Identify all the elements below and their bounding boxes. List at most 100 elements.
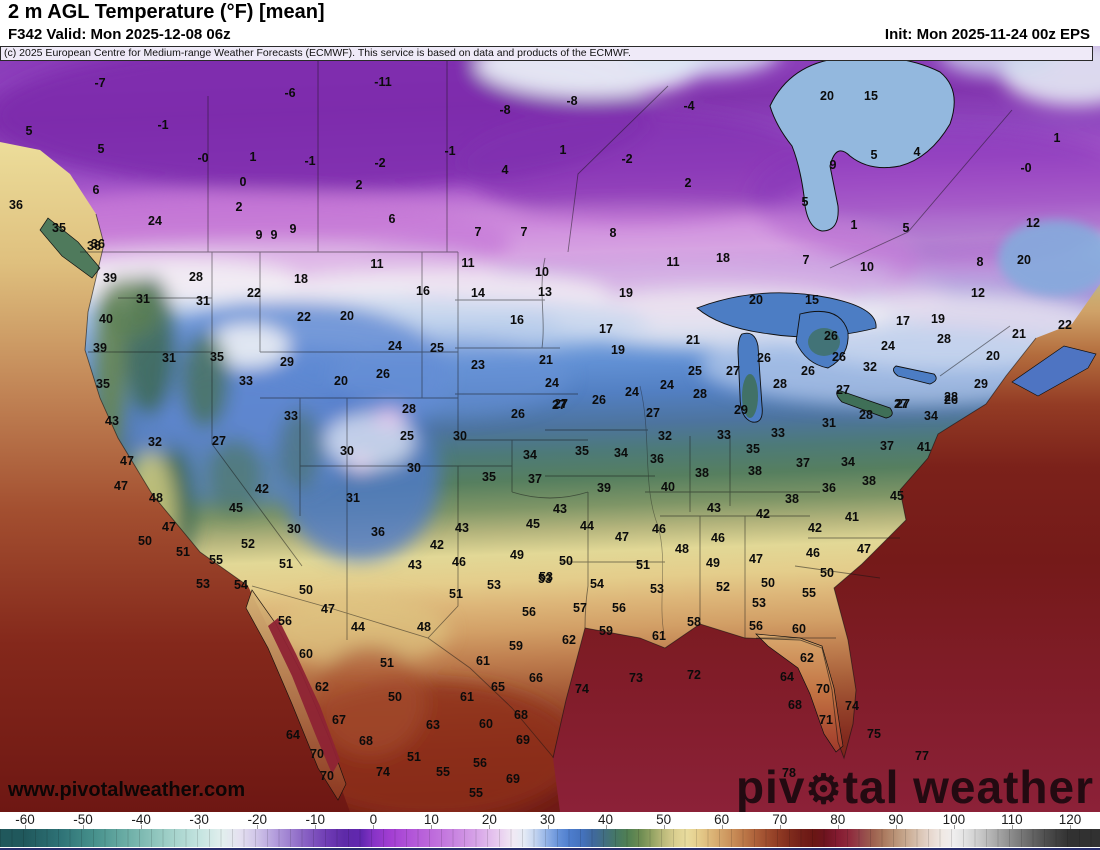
temp-label: 51 xyxy=(636,557,650,572)
colorbar-tick-mark xyxy=(373,825,375,829)
temp-label: 37 xyxy=(528,471,542,486)
colorbar-tick-mark xyxy=(547,825,549,829)
temp-label: -8 xyxy=(499,102,511,117)
temp-label: 47 xyxy=(120,453,134,468)
temp-label: 8 xyxy=(976,254,984,269)
init-time: Init: Mon 2025-11-24 00z EPS xyxy=(884,26,1090,43)
colorbar-tick-mark xyxy=(141,825,143,829)
colorbar-tick-label: -40 xyxy=(131,812,151,827)
temp-label: 21 xyxy=(686,332,700,347)
temp-label: 28 xyxy=(402,401,416,416)
temp-label: 35 xyxy=(96,376,110,391)
temp-label: 29 xyxy=(280,354,294,369)
colorbar-tick-label: -60 xyxy=(15,812,35,827)
temp-label: 53 xyxy=(487,577,501,592)
temp-label: 33 xyxy=(284,408,298,423)
gulf-of-california xyxy=(268,618,340,774)
atlantic-coastline xyxy=(552,337,1037,760)
temp-label: 51 xyxy=(449,586,463,601)
temp-label: 50 xyxy=(820,565,834,580)
temp-label: 46 xyxy=(452,554,466,569)
temp-label: -4 xyxy=(683,98,695,113)
temp-label: 36 xyxy=(822,480,836,495)
temp-label: 5 xyxy=(25,123,33,138)
temp-label: 39 xyxy=(597,480,611,495)
temp-label: 27 xyxy=(554,396,568,411)
colorbar-tick-label: 110 xyxy=(1001,812,1023,827)
temp-label: 33 xyxy=(239,373,253,388)
temp-label: 58 xyxy=(687,614,701,629)
temp-label: -2 xyxy=(374,155,386,170)
temp-label: 32 xyxy=(148,434,162,449)
temp-label: 35 xyxy=(52,220,66,235)
temp-label: 28 xyxy=(937,331,951,346)
temp-label: 46 xyxy=(711,530,725,545)
colorbar-tick-label: -30 xyxy=(189,812,209,827)
temp-label: 43 xyxy=(408,557,422,572)
temp-label: 24 xyxy=(660,377,674,392)
temp-label: 61 xyxy=(460,689,474,704)
temp-label: -0 xyxy=(1020,160,1032,175)
temp-label: 48 xyxy=(417,619,431,634)
temp-label: 68 xyxy=(788,697,802,712)
temp-label: 64 xyxy=(286,727,300,742)
temp-label: 30 xyxy=(287,521,301,536)
temp-label: 10 xyxy=(535,264,549,279)
colorbar-tick-label: 50 xyxy=(656,812,672,827)
gear-icon: ⚙ xyxy=(805,766,843,812)
temp-label: 22 xyxy=(247,285,261,300)
temp-label: 52 xyxy=(241,536,255,551)
temp-label: -7 xyxy=(94,75,106,90)
temp-label: 61 xyxy=(476,653,490,668)
temp-label: 53 xyxy=(538,571,552,586)
temp-label: 28 xyxy=(773,376,787,391)
colorbar-tick-label: 80 xyxy=(830,812,846,827)
temp-label: 11 xyxy=(461,255,475,270)
temp-label: 36 xyxy=(9,197,23,212)
temp-label: 14 xyxy=(471,285,485,300)
temp-label: 42 xyxy=(255,481,269,496)
temp-label: 62 xyxy=(800,650,814,665)
colorbar-tick-mark xyxy=(199,825,201,829)
temp-label: 26 xyxy=(801,363,815,378)
colorbar-tick-label: -50 xyxy=(73,812,93,827)
colorbar-tick-label: 30 xyxy=(539,812,556,827)
temp-label: 18 xyxy=(294,271,308,286)
temp-label: 26 xyxy=(944,392,958,407)
watermark-url: www.pivotalweather.com xyxy=(8,779,246,801)
temp-label: 30 xyxy=(453,428,467,443)
temp-label: 21 xyxy=(539,352,553,367)
temp-label: 25 xyxy=(400,428,414,443)
temp-label: 53 xyxy=(752,595,766,610)
temp-label: 36 xyxy=(650,451,664,466)
temp-label: 16 xyxy=(416,283,430,298)
temp-label: 29 xyxy=(734,402,748,417)
copyright-bar: (c) 2025 European Centre for Medium-rang… xyxy=(0,46,1093,61)
temp-label: 55 xyxy=(436,764,450,779)
colorbar-tick-label: -20 xyxy=(247,812,267,827)
temp-label: 15 xyxy=(864,88,878,103)
temp-label: 36 xyxy=(371,524,385,539)
temp-label: 17 xyxy=(599,321,613,336)
temp-label: 35 xyxy=(575,443,589,458)
temp-label: 11 xyxy=(370,256,384,271)
temp-label: 24 xyxy=(881,338,895,353)
temp-label: 6 xyxy=(388,211,396,226)
temp-label: 56 xyxy=(522,604,536,619)
temp-label: 9 xyxy=(289,221,297,236)
temp-label: 43 xyxy=(105,413,119,428)
temp-label: 24 xyxy=(625,384,639,399)
valid-time: F342 Valid: Mon 2025-12-08 06z xyxy=(8,26,231,43)
temp-label: 63 xyxy=(426,717,440,732)
temp-label: 19 xyxy=(619,285,633,300)
temp-label: -1 xyxy=(304,153,316,168)
temp-label: 60 xyxy=(479,716,493,731)
temp-label: 19 xyxy=(611,342,625,357)
temp-label: 7 xyxy=(520,224,528,239)
temp-label: 32 xyxy=(863,359,877,374)
temp-label: 47 xyxy=(162,519,176,534)
temp-label: 42 xyxy=(430,537,444,552)
colorbar-tick-mark xyxy=(257,825,259,829)
temp-label: 7 xyxy=(474,224,482,239)
temp-label: 51 xyxy=(407,749,421,764)
